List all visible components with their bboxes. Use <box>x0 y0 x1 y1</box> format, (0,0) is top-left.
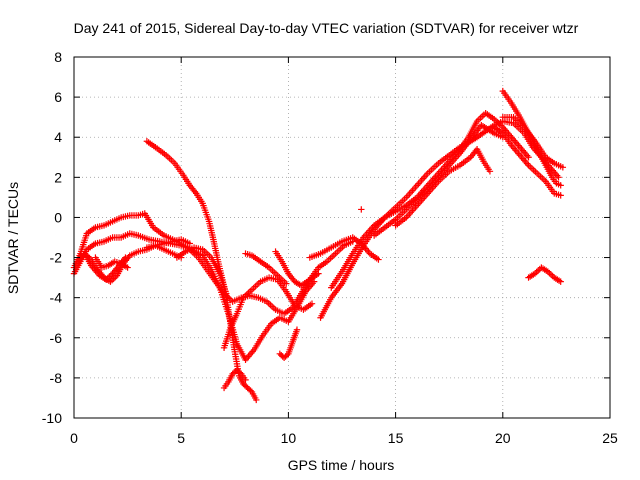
x-tick-label: 10 <box>281 430 297 446</box>
y-tick-label: 4 <box>54 129 62 145</box>
y-tick-label: -6 <box>50 330 63 346</box>
data-point <box>547 271 555 278</box>
chart-title: Day 241 of 2015, Sidereal Day-to-day VTE… <box>74 20 579 36</box>
data-point <box>555 174 562 181</box>
data-point <box>557 278 564 285</box>
y-tick-label: 6 <box>54 89 62 105</box>
y-tick-label: -10 <box>42 410 62 426</box>
axis-ticks: 0 5 10 15 20 25 -10 -8 -6 -4 -2 0 2 4 6 8 <box>42 49 618 446</box>
series-track-6 <box>143 138 260 404</box>
series-track-5 <box>92 254 131 271</box>
data-point <box>293 326 301 333</box>
x-tick-label: 0 <box>70 430 78 446</box>
data-point <box>308 300 316 307</box>
data-point <box>315 270 322 277</box>
series-track-13 <box>276 326 301 362</box>
y-tick-label: -8 <box>50 370 63 386</box>
data-point <box>358 206 365 213</box>
series-track-11 <box>242 250 290 287</box>
series-track-12 <box>272 248 322 289</box>
data-point <box>186 240 193 247</box>
data-point <box>253 396 260 404</box>
data-point <box>223 290 230 297</box>
y-tick-label: 2 <box>54 169 62 185</box>
y-tick-label: 0 <box>54 209 62 225</box>
data-point <box>486 168 494 175</box>
data-point <box>310 278 318 285</box>
series-track-22 <box>525 264 564 285</box>
plot-frame <box>73 56 611 419</box>
data-point <box>525 154 532 161</box>
series-track-9 <box>173 244 230 297</box>
series-track-7 <box>220 366 249 392</box>
data-point <box>283 280 290 287</box>
x-tick-label: 5 <box>177 430 185 446</box>
x-tick-label: 20 <box>495 430 511 446</box>
data-point <box>283 351 291 359</box>
series-track-23 <box>358 206 365 213</box>
data-point <box>557 182 564 189</box>
series-track-15 <box>317 117 562 321</box>
data-point <box>242 376 249 384</box>
grid-lines <box>74 57 610 418</box>
y-axis-label: SDTVAR / TECUs <box>5 182 21 294</box>
data-point <box>122 254 129 261</box>
data-point <box>375 256 382 263</box>
series-track-2 <box>70 230 318 364</box>
series-track-10 <box>220 274 316 352</box>
series-track-18 <box>392 146 494 229</box>
data-marks <box>70 87 567 404</box>
series-track-20 <box>499 113 567 171</box>
series-track-21 <box>491 123 564 199</box>
data-point <box>559 164 567 171</box>
data-point <box>236 369 244 376</box>
series-track-17 <box>370 121 506 239</box>
data-point <box>557 192 564 199</box>
y-tick-label: -2 <box>50 250 63 266</box>
data-point <box>247 387 254 394</box>
y-tick-label: -4 <box>50 290 63 306</box>
series-track-8 <box>143 242 185 261</box>
y-tick-label: 8 <box>54 49 62 65</box>
data-point <box>124 264 131 271</box>
x-axis-label: GPS time / hours <box>288 457 395 473</box>
x-tick-label: 15 <box>388 430 404 446</box>
x-tick-label: 25 <box>602 430 618 446</box>
